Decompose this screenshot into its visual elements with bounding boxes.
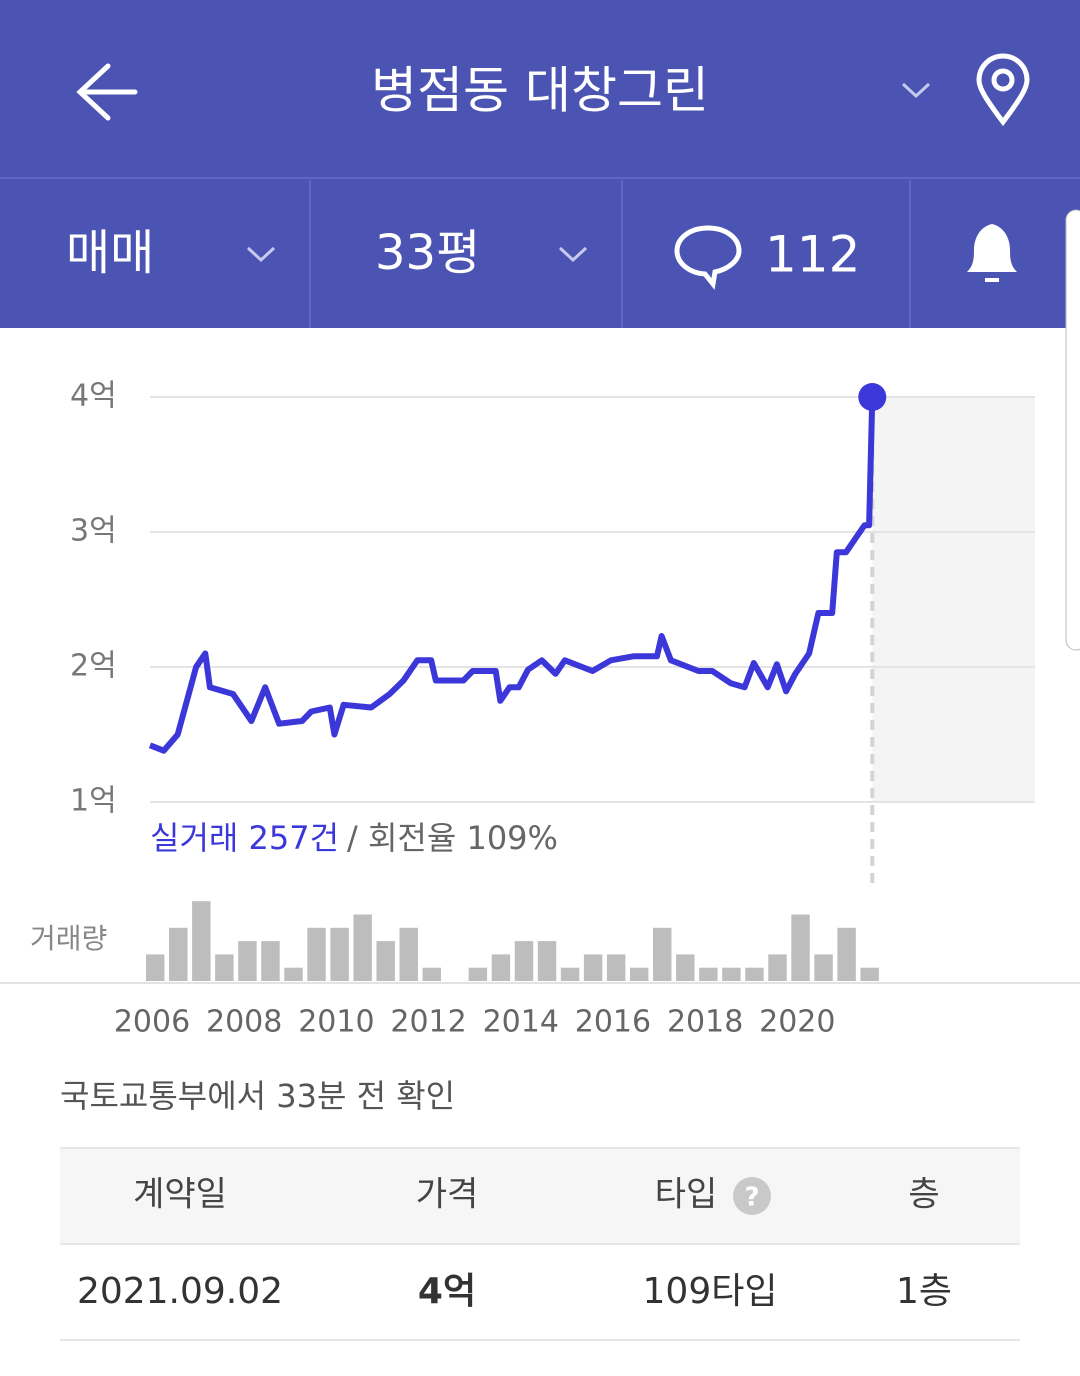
y-tick-label: 1억	[70, 784, 117, 819]
latest-point	[858, 383, 887, 411]
y-tick-label: 4억	[70, 379, 117, 414]
volume-label: 거래량	[30, 922, 107, 955]
comment-count[interactable]: 112	[765, 226, 860, 284]
back-button[interactable]	[76, 63, 138, 121]
volume-bar	[860, 967, 879, 981]
x-tick-label: 2008	[206, 1005, 282, 1040]
volume-bar	[238, 941, 257, 981]
trade-summary: 실거래 257건 / 회전율 109%	[150, 819, 558, 857]
location-button[interactable]	[976, 53, 1030, 127]
table-cell: 1층	[896, 1271, 952, 1312]
source-note: 국토교통부에서 33분 전 확인	[60, 1077, 455, 1115]
column-header: 가격	[416, 1175, 479, 1215]
x-tick-label: 2014	[483, 1005, 559, 1040]
x-tick-label: 2020	[759, 1005, 835, 1040]
volume-bar	[468, 967, 488, 981]
volume-bar	[330, 927, 349, 981]
volume-bar	[676, 954, 695, 981]
comment-icon[interactable]	[674, 225, 742, 290]
dropdown[interactable]	[558, 246, 588, 263]
x-tick-label: 2012	[390, 1005, 466, 1040]
volume-bar	[629, 967, 649, 981]
y-tick-label: 2억	[70, 649, 117, 684]
volume-bar	[376, 941, 395, 981]
scrollbar	[1065, 209, 1080, 651]
column-header: 계약일	[133, 1175, 227, 1215]
x-tick-label: 2018	[667, 1005, 743, 1040]
help-icon[interactable]: ?	[733, 1177, 771, 1215]
volume-bar	[422, 967, 441, 981]
volume-bar	[192, 901, 211, 981]
x-tick-label: 2010	[298, 1005, 374, 1040]
table-cell: 109타입	[643, 1271, 778, 1312]
volume-bar	[768, 954, 787, 981]
volume-bar	[699, 967, 718, 981]
volume-bar	[791, 914, 810, 981]
volume-bar	[514, 941, 534, 981]
size[interactable]: 33평	[375, 225, 480, 281]
volume-bar	[307, 927, 326, 981]
volume-bar	[537, 941, 557, 981]
future-area	[872, 397, 1035, 802]
volume-bar	[399, 927, 418, 981]
volume-bar	[146, 954, 165, 981]
volume-bar	[745, 967, 764, 981]
volume-bar	[491, 954, 511, 981]
app-bar	[0, 0, 1080, 328]
volume-bar	[560, 967, 580, 981]
volume-bar	[215, 954, 234, 981]
x-tick-label: 2006	[114, 1005, 190, 1040]
table-cell: 2021.09.02	[77, 1271, 283, 1312]
deal-type[interactable]: 매매	[66, 225, 154, 281]
alarm-button[interactable]	[967, 224, 1017, 282]
svg-text:?: ?	[744, 1183, 759, 1213]
trade-count: 실거래 257건	[150, 819, 339, 857]
volume-bar	[837, 927, 856, 981]
volume-bar	[653, 927, 672, 981]
volume-bar	[722, 967, 741, 981]
column-header: 층	[908, 1175, 939, 1215]
table-header	[60, 1148, 1020, 1244]
volume-bar	[583, 954, 603, 981]
y-tick-label: 3억	[70, 514, 117, 549]
title: 병점동 대창그린	[371, 62, 709, 120]
x-tick-label: 2016	[575, 1005, 651, 1040]
turnover: / 회전율 109%	[347, 819, 558, 857]
price-line	[148, 396, 876, 754]
volume-bar	[284, 967, 303, 981]
volume-bar	[261, 941, 280, 981]
table-cell: 4억	[418, 1271, 476, 1312]
volume-bar	[169, 927, 188, 981]
volume-bar	[353, 914, 372, 981]
dropdown[interactable]	[246, 246, 276, 263]
column-header: 타입	[655, 1175, 718, 1215]
volume-bar	[814, 954, 833, 981]
volume-bar	[606, 954, 626, 981]
title-dropdown[interactable]	[901, 82, 931, 99]
